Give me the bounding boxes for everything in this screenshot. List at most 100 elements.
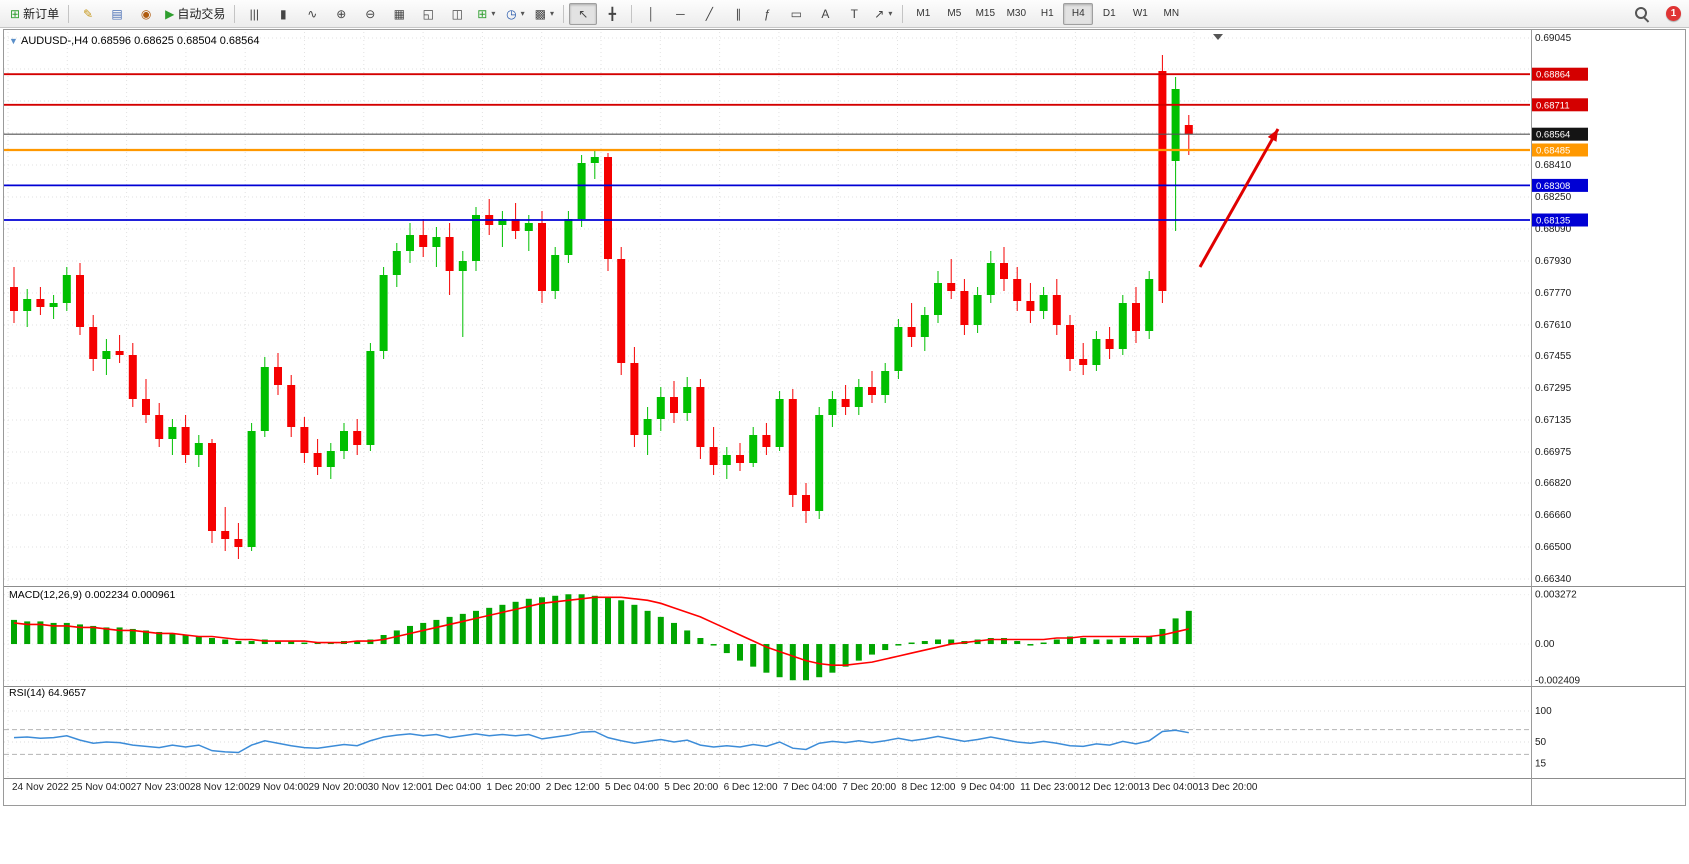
price-axis-label: 0.66660 — [1535, 510, 1572, 521]
arrange-windows-icon: ◫ — [451, 6, 463, 21]
price-badge-label: 0.68485 — [1536, 146, 1570, 157]
timeframe-m30-button[interactable]: M30 — [1001, 3, 1031, 25]
chart-canvas[interactable]: 24 Nov 2022 25 Nov 04:00 27 Nov 23:00 28 No… — [4, 30, 1685, 805]
text-label-button[interactable]: T — [840, 3, 868, 25]
signals-button[interactable]: ◉ — [132, 3, 160, 25]
time-axis-label: 30 Nov 12:00 — [368, 782, 428, 793]
price-badge-label: 0.68564 — [1536, 130, 1570, 141]
market-watch-button[interactable]: ▤ — [103, 3, 131, 25]
arrange-windows-button[interactable]: ◫ — [443, 3, 471, 25]
new-order-button[interactable]: ⊞ 新订单 — [6, 3, 63, 25]
time-axis-label: 24 Nov 2022 — [12, 782, 69, 793]
zoom-out-icon: ⊖ — [365, 6, 376, 21]
toolbar-separator — [563, 4, 565, 23]
shapes-button[interactable]: ▭ — [782, 3, 810, 25]
price-axis-label: 0.67135 — [1535, 415, 1572, 426]
toolbar-separator — [234, 4, 236, 23]
chart-shift-marker[interactable] — [1213, 34, 1223, 40]
chart-collapse-icon: ▼ — [9, 36, 18, 46]
rsi-axis-label: 15 — [1535, 759, 1547, 770]
equidistant-channel-icon: ∥ — [735, 6, 742, 21]
time-axis-label: 7 Dec 04:00 — [783, 782, 837, 793]
signals-icon: ◉ — [140, 6, 152, 21]
timeframe-w1-button[interactable]: W1 — [1125, 3, 1155, 25]
price-badge-label: 0.68864 — [1536, 70, 1570, 81]
periods-dropdown[interactable]: ◷ ▾ — [501, 3, 529, 25]
price-axis-label: 0.67295 — [1535, 383, 1572, 394]
time-axis-label: 25 Nov 04:00 — [71, 782, 131, 793]
price-badge-current-price — [1532, 127, 1588, 141]
macd-signal-line — [13, 596, 1189, 666]
macd-axis-label: 0.003272 — [1535, 590, 1577, 601]
timeframe-w1-button-label: W1 — [1132, 8, 1148, 19]
price-axis-label: 0.68090 — [1535, 224, 1572, 235]
macd-histogram — [11, 594, 1192, 681]
shapes-icon: ▭ — [790, 6, 802, 21]
candlestick-chart-icon: ▮ — [280, 6, 287, 21]
timeframe-m15-button[interactable]: M15 — [970, 3, 1000, 25]
zoom-out-button[interactable]: ⊖ — [356, 3, 384, 25]
dropdown-arrow-icon: ▾ — [491, 9, 496, 18]
timeframe-m1-button[interactable]: M1 — [908, 3, 938, 25]
timeframe-m5-button[interactable]: M5 — [939, 3, 969, 25]
price-badge-support — [1532, 178, 1588, 192]
toolbar-items: ⊞ 新订单 ✎ ▤ ◉ ▶ 自动交易 ||| ▮ ∿ ⊕ ⊖ ▦ ◱ ◫ ⊞ ▾ ◷ ▾ ▩ ▾ ↖ ╋ │ ─ ╱ ∥ ƒ ▭ A T ↗ ▾… — [6, 2, 1186, 25]
price-badge-support — [1532, 213, 1588, 227]
text-button[interactable]: A — [811, 3, 839, 25]
timeframe-mn-button-label: MN — [1163, 8, 1180, 19]
bar-chart-button[interactable]: ||| — [240, 3, 268, 25]
arrows-dropdown[interactable]: ↗ ▾ — [869, 3, 897, 25]
fibonacci-button[interactable]: ƒ — [753, 3, 781, 25]
time-axis-label: 5 Dec 04:00 — [605, 782, 659, 793]
trend-arrow-annotation[interactable] — [1198, 128, 1280, 268]
metaeditor-button[interactable]: ✎ — [74, 3, 102, 25]
timeframe-mn-button[interactable]: MN — [1156, 3, 1186, 25]
candlestick-chart-button[interactable]: ▮ — [269, 3, 297, 25]
price-badge-resistance — [1532, 67, 1588, 81]
timeframe-h1-button[interactable]: H1 — [1032, 3, 1062, 25]
price-axis-label: 0.68410 — [1535, 160, 1572, 171]
time-axis-label: 9 Dec 04:00 — [961, 782, 1015, 793]
toolbar: ⊞ 新订单 ✎ ▤ ◉ ▶ 自动交易 ||| ▮ ∿ ⊕ ⊖ ▦ ◱ ◫ ⊞ ▾ ◷ ▾ ▩ ▾ ↖ ╋ │ ─ ╱ ∥ ƒ ▭ A T ↗ ▾… — [0, 0, 1689, 28]
timeframe-m5-button-label: M5 — [947, 8, 962, 19]
vertical-line-button[interactable]: │ — [637, 3, 665, 25]
timeframe-d1-button[interactable]: D1 — [1094, 3, 1124, 25]
line-chart-button[interactable]: ∿ — [298, 3, 326, 25]
auto-trading-button-label: 自动交易 — [177, 7, 226, 21]
bar-chart-icon: ||| — [249, 6, 259, 21]
crosshair-button[interactable]: ╋ — [598, 3, 626, 25]
auto-trading-icon: ▶ — [165, 6, 175, 21]
timeframe-h4-button[interactable]: H4 — [1063, 2, 1094, 25]
search-icon — [1635, 6, 1647, 19]
rsi-axis-label: 50 — [1535, 737, 1547, 748]
equidistant-channel-button[interactable]: ∥ — [724, 3, 752, 25]
cursor-button[interactable]: ↖ — [569, 2, 598, 25]
time-axis-label: 28 Nov 12:00 — [190, 782, 250, 793]
time-axis-label: 29 Nov 20:00 — [309, 782, 369, 793]
tile-windows-button[interactable]: ▦ — [385, 3, 413, 25]
templates-dropdown[interactable]: ▩ ▾ — [530, 3, 558, 25]
price-badge-resistance — [1532, 98, 1588, 112]
price-axis-label: 0.66500 — [1535, 542, 1572, 553]
timeframe-m30-button-label: M30 — [1006, 8, 1027, 19]
auto-trading-button[interactable]: ▶ 自动交易 — [161, 3, 229, 25]
search-button[interactable] — [1630, 3, 1658, 25]
new-order-icon: ⊞ — [10, 6, 21, 21]
trendline-button[interactable]: ╱ — [695, 3, 723, 25]
horizontal-line-button[interactable]: ─ — [666, 3, 694, 25]
cascade-windows-button[interactable]: ◱ — [414, 3, 442, 25]
time-axis-label: 13 Dec 20:00 — [1198, 782, 1258, 793]
trendline-icon: ╱ — [705, 6, 713, 21]
chart-window: 24 Nov 2022 25 Nov 04:00 27 Nov 23:00 28 No… — [3, 29, 1686, 806]
price-badge-label: 0.68711 — [1536, 100, 1570, 111]
crosshair-icon: ╋ — [608, 6, 616, 21]
time-axis-label: 12 Dec 12:00 — [1079, 782, 1139, 793]
notification-badge[interactable]: 1 — [1666, 6, 1681, 21]
new-chart-icon: ⊞ — [477, 6, 488, 21]
zoom-in-button[interactable]: ⊕ — [327, 3, 355, 25]
price-axis-label: 0.67455 — [1535, 351, 1572, 362]
price-badge-label: 0.68308 — [1536, 181, 1570, 192]
new-chart-dropdown[interactable]: ⊞ ▾ — [472, 3, 500, 25]
zoom-in-icon: ⊕ — [336, 6, 347, 21]
dropdown-arrow-icon: ▾ — [888, 9, 893, 18]
